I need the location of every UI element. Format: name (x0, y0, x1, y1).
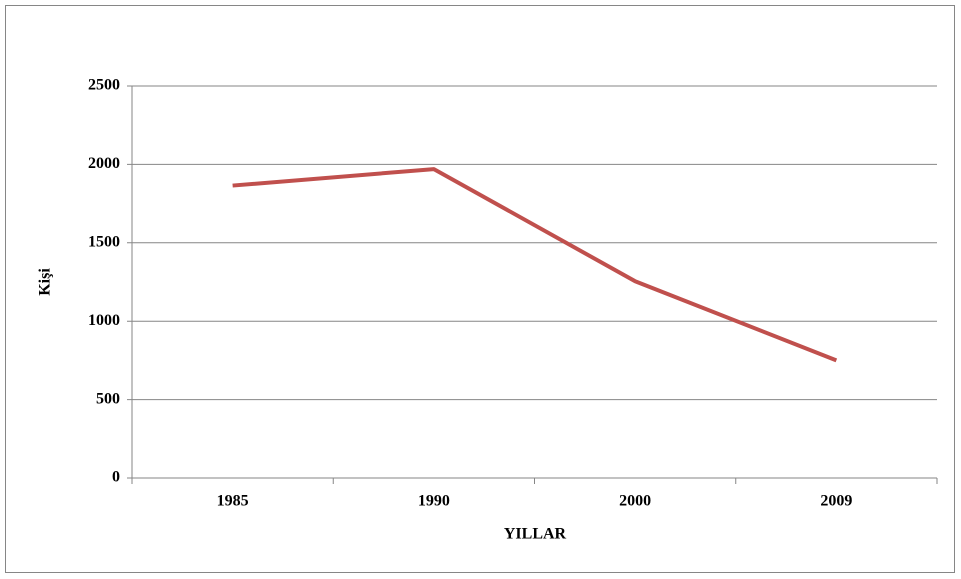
y-tick-label: 0 (112, 469, 120, 486)
chart-border (5, 5, 955, 573)
x-tick-label: 1990 (418, 493, 450, 510)
y-tick-label: 2000 (88, 155, 120, 172)
y-tick-label: 1000 (88, 312, 120, 329)
line-series (232, 167, 838, 363)
y-axis-label: Kişi (37, 268, 54, 296)
y-tick-label: 500 (96, 390, 120, 407)
y-tick-label: 1500 (88, 233, 120, 250)
x-axis-label: YILLAR (504, 526, 567, 543)
y-tick-label: 2500 (88, 77, 120, 94)
x-tick-label: 2009 (820, 493, 852, 510)
x-tick-label: 2000 (619, 493, 651, 510)
x-tick-label: 1985 (217, 493, 249, 510)
